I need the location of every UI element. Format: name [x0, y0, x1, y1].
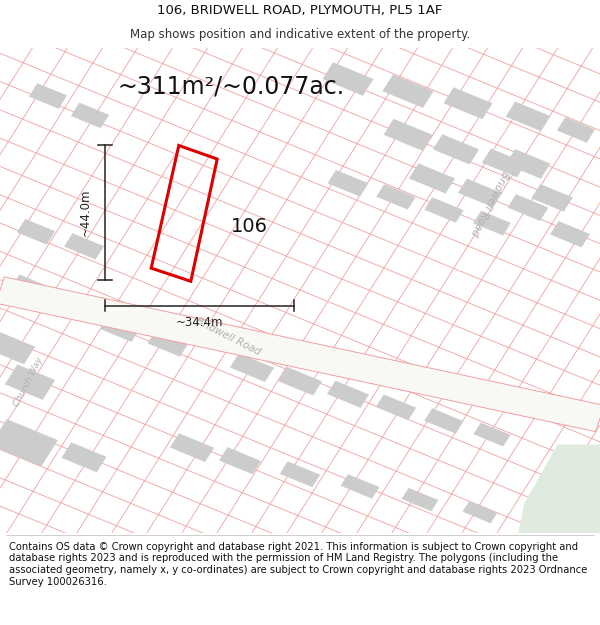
Polygon shape — [557, 118, 595, 142]
Polygon shape — [0, 277, 600, 432]
Polygon shape — [40, 291, 80, 318]
Polygon shape — [409, 164, 455, 193]
Polygon shape — [5, 365, 55, 399]
Polygon shape — [170, 434, 214, 462]
Polygon shape — [29, 84, 67, 109]
Polygon shape — [220, 448, 260, 474]
Text: Bridwell Road: Bridwell Road — [194, 316, 262, 357]
Polygon shape — [506, 102, 550, 131]
Polygon shape — [458, 179, 502, 207]
Text: Map shows position and indicative extent of the property.: Map shows position and indicative extent… — [130, 28, 470, 41]
Text: ~44.0m: ~44.0m — [79, 189, 92, 236]
Polygon shape — [278, 367, 322, 395]
Polygon shape — [376, 395, 416, 420]
Polygon shape — [433, 134, 479, 164]
Polygon shape — [444, 88, 492, 119]
Polygon shape — [383, 74, 433, 108]
Polygon shape — [71, 103, 109, 128]
Polygon shape — [384, 119, 432, 151]
Polygon shape — [532, 184, 572, 211]
Text: 106, BRIDWELL ROAD, PLYMOUTH, PL5 1AF: 106, BRIDWELL ROAD, PLYMOUTH, PL5 1AF — [157, 4, 443, 17]
Polygon shape — [463, 501, 497, 523]
Polygon shape — [17, 219, 55, 244]
Polygon shape — [425, 198, 463, 222]
Polygon shape — [377, 184, 415, 209]
Polygon shape — [64, 234, 104, 259]
Polygon shape — [328, 170, 368, 196]
Polygon shape — [341, 474, 379, 498]
Text: Contains OS data © Crown copyright and database right 2021. This information is : Contains OS data © Crown copyright and d… — [9, 542, 587, 586]
Polygon shape — [0, 419, 58, 466]
Polygon shape — [8, 275, 52, 305]
Polygon shape — [280, 462, 320, 487]
Polygon shape — [323, 62, 373, 96]
Polygon shape — [402, 488, 438, 511]
Text: 106: 106 — [231, 217, 268, 236]
Polygon shape — [473, 211, 511, 235]
Polygon shape — [328, 381, 368, 408]
Polygon shape — [62, 442, 106, 472]
Polygon shape — [230, 354, 274, 382]
Polygon shape — [550, 221, 590, 247]
Text: Church Way: Church Way — [13, 356, 45, 408]
Polygon shape — [0, 332, 35, 364]
Polygon shape — [482, 149, 526, 177]
Polygon shape — [508, 194, 548, 221]
Polygon shape — [100, 316, 140, 342]
Polygon shape — [148, 330, 188, 356]
Text: Bridwell Road: Bridwell Road — [469, 169, 509, 237]
Polygon shape — [425, 409, 463, 433]
Text: ~311m²/~0.077ac.: ~311m²/~0.077ac. — [117, 74, 344, 98]
Polygon shape — [519, 445, 600, 532]
Polygon shape — [506, 149, 550, 178]
Text: ~34.4m: ~34.4m — [176, 316, 223, 329]
Polygon shape — [474, 423, 510, 446]
